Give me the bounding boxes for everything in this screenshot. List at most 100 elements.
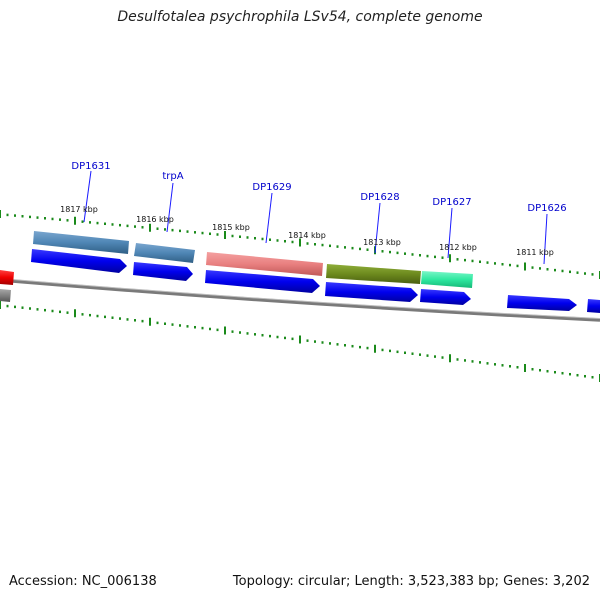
upper-ring-minor-tick	[359, 247, 361, 251]
cds-arrow-trpa	[133, 262, 193, 281]
upper-ring-minor-tick	[336, 245, 339, 248]
upper-ring-minor-tick	[291, 240, 294, 244]
lower-ring-minor-tick	[141, 319, 144, 323]
upper-ring-minor-tick	[381, 250, 384, 253]
lower-ring-major-tick	[149, 317, 151, 326]
cds-arrow-dp1629	[205, 270, 320, 293]
lower-ring-minor-tick	[209, 327, 211, 331]
upper-ring-minor-tick	[411, 253, 414, 256]
upper-ring-minor-tick	[96, 221, 99, 225]
lower-ring-minor-tick	[291, 337, 294, 341]
gene-label-dp1631[interactable]: DP1631	[71, 161, 110, 172]
tick-label-1817: 1817 kbp	[60, 205, 98, 214]
gene-label-dp1628[interactable]: DP1628	[360, 192, 399, 203]
lower-ring-minor-tick	[546, 369, 549, 373]
feature-olive-dp1628	[326, 264, 421, 284]
lower-ring-minor-tick	[516, 366, 519, 369]
lower-ring-major-tick	[224, 326, 226, 335]
label-line-dp1626	[543, 213, 548, 265]
upper-ring-minor-tick	[29, 215, 31, 219]
upper-ring-minor-tick	[494, 262, 496, 265]
label-line-dp1631	[83, 170, 92, 223]
upper-ring-minor-tick	[216, 233, 219, 236]
gene-label-trpa[interactable]: trpA	[162, 171, 183, 182]
lower-ring-major-tick	[299, 335, 301, 344]
lower-ring-minor-tick	[134, 319, 136, 322]
feature-steelblue-dp1631	[33, 231, 129, 254]
upper-ring-minor-tick	[261, 237, 264, 241]
lower-ring-major-tick	[374, 344, 376, 353]
lower-ring-minor-tick	[569, 372, 571, 376]
lower-ring-minor-tick	[404, 351, 406, 355]
upper-ring-minor-tick	[456, 258, 459, 261]
label-line-dp1627	[447, 207, 453, 259]
lower-ring-minor-tick	[104, 315, 106, 319]
lower-ring-minor-tick	[464, 359, 466, 362]
lower-ring-minor-tick	[96, 314, 99, 318]
label-line-trpa	[166, 182, 174, 233]
lower-ring-minor-tick	[426, 354, 429, 357]
accession-text: Accession: NC_006138	[9, 574, 157, 589]
lower-ring-minor-tick	[276, 335, 279, 339]
lower-ring-minor-tick	[321, 341, 324, 344]
genome-backbone	[0, 278, 600, 322]
lower-ring-minor-tick	[156, 321, 159, 325]
lower-ring-minor-tick	[584, 374, 586, 378]
feature-steelblue-trpa	[134, 243, 195, 263]
lower-ring-minor-tick	[359, 345, 361, 349]
upper-ring-minor-tick	[179, 229, 181, 233]
upper-ring-minor-tick	[329, 244, 331, 248]
lower-ring-minor-tick	[366, 346, 369, 350]
lower-ring-minor-tick	[119, 317, 121, 320]
upper-ring-minor-tick	[404, 252, 406, 255]
upper-ring-minor-tick	[89, 221, 91, 224]
genome-summary-text: Topology: circular; Length: 3,523,383 bp…	[232, 574, 590, 589]
upper-ring-minor-tick	[539, 267, 541, 270]
upper-ring-minor-tick	[426, 254, 429, 258]
upper-ring-minor-tick	[111, 223, 114, 226]
lower-ring-minor-tick	[186, 325, 189, 328]
lower-ring-minor-tick	[66, 311, 69, 314]
upper-ring-minor-tick	[516, 264, 519, 268]
upper-ring-minor-tick	[186, 230, 189, 233]
lower-ring-minor-tick	[434, 355, 436, 358]
cds-arrow-dp1627	[420, 289, 471, 305]
upper-ring-minor-tick	[479, 260, 481, 264]
lower-ring-minor-tick	[21, 306, 24, 309]
feature-mint-dp1627	[421, 271, 473, 288]
upper-ring-minor-tick	[14, 214, 16, 217]
upper-ring-minor-tick	[209, 232, 211, 236]
lower-ring-minor-tick	[441, 356, 444, 359]
cds-arrow-dp1626	[507, 295, 577, 311]
upper-ring-minor-tick	[254, 236, 256, 240]
lower-ring-minor-tick	[456, 358, 459, 361]
gene-label-dp1627[interactable]: DP1627	[432, 197, 471, 208]
lower-ring-minor-tick	[44, 308, 46, 312]
lower-ring-minor-tick	[329, 342, 331, 345]
gene-label-dp1626[interactable]: DP1626	[527, 203, 566, 214]
lower-ring-minor-tick	[81, 313, 84, 316]
map-title: Desulfotalea psychrophila LSv54, complet…	[117, 9, 483, 25]
lower-ring-minor-tick	[269, 334, 271, 338]
lower-ring-minor-tick	[591, 375, 594, 379]
upper-ring-minor-tick	[561, 269, 564, 273]
upper-ring-minor-tick	[576, 271, 579, 274]
lower-ring-minor-tick	[231, 330, 234, 333]
feature-red-partial	[0, 270, 14, 285]
upper-ring-minor-tick	[366, 248, 369, 251]
lower-ring-minor-tick	[89, 313, 91, 317]
lower-ring-minor-tick	[179, 324, 181, 327]
upper-ring-minor-tick	[134, 225, 136, 228]
upper-ring-minor-tick	[344, 246, 346, 249]
lower-ring-minor-tick	[554, 370, 556, 374]
lower-ring-minor-tick	[344, 344, 346, 347]
upper-ring-major-tick	[299, 238, 301, 247]
upper-ring-minor-tick	[66, 219, 69, 222]
upper-ring-minor-tick	[6, 213, 9, 217]
tick-label-1816: 1816 kbp	[136, 215, 174, 224]
upper-ring-minor-tick	[21, 214, 24, 218]
gene-label-dp1629[interactable]: DP1629	[252, 182, 291, 193]
upper-ring-major-tick	[0, 210, 1, 218]
upper-ring-minor-tick	[141, 226, 144, 229]
